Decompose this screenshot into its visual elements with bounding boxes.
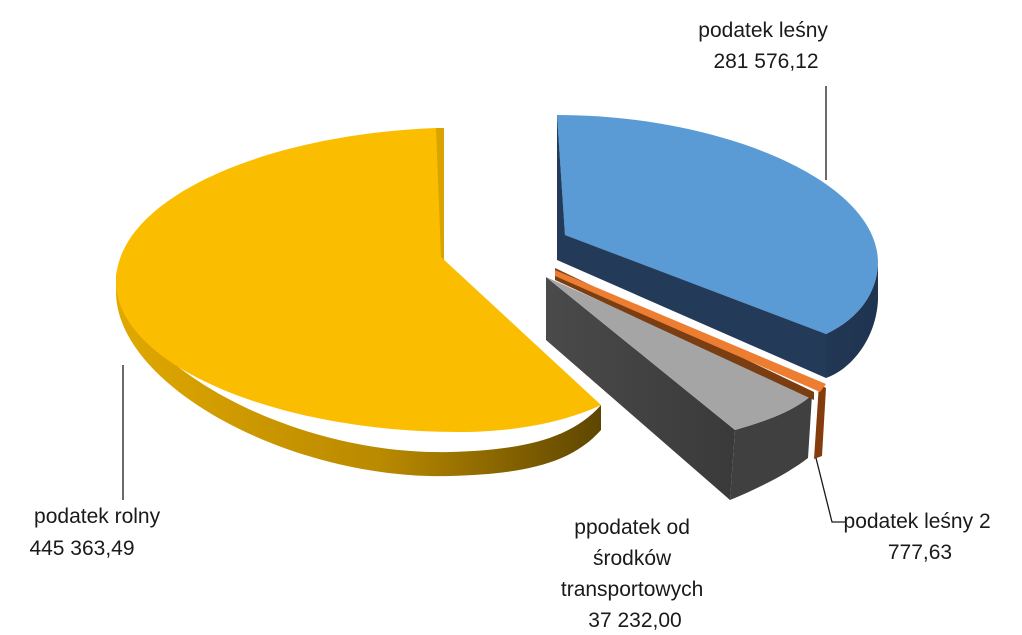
slice-transportowych-left-side xyxy=(546,277,735,500)
slice-podatek-lesny xyxy=(557,115,878,378)
slice-podatek-lesny-2-side xyxy=(814,384,826,459)
slice-podatek-lesny-inner xyxy=(557,115,826,378)
slice-podatek-lesny-top xyxy=(557,115,878,334)
leader-line-podatek-lesny-2 xyxy=(815,457,845,523)
slice-transportowych xyxy=(546,277,812,500)
slice-podatek-rolny-side xyxy=(115,268,602,477)
data-label-transportowych: ppodatek od środków transportowych 37 23… xyxy=(561,516,709,632)
slice-podatek-lesny-2 xyxy=(555,268,826,459)
data-label-podatek-rolny: podatek rolny 445 363,49 xyxy=(29,505,166,560)
slice-podatek-lesny-2-top xyxy=(555,270,826,392)
data-label-podatek-lesny: podatek leśny 281 576,12 xyxy=(698,19,833,73)
slice-transportowych-top xyxy=(546,277,812,430)
data-label-podatek-lesny-2: podatek leśny 2 777,63 xyxy=(844,510,997,564)
slice-podatek-rolny-top xyxy=(116,128,601,432)
slice-transportowych-front-side xyxy=(730,395,812,500)
slice-podatek-rolny xyxy=(115,128,602,477)
